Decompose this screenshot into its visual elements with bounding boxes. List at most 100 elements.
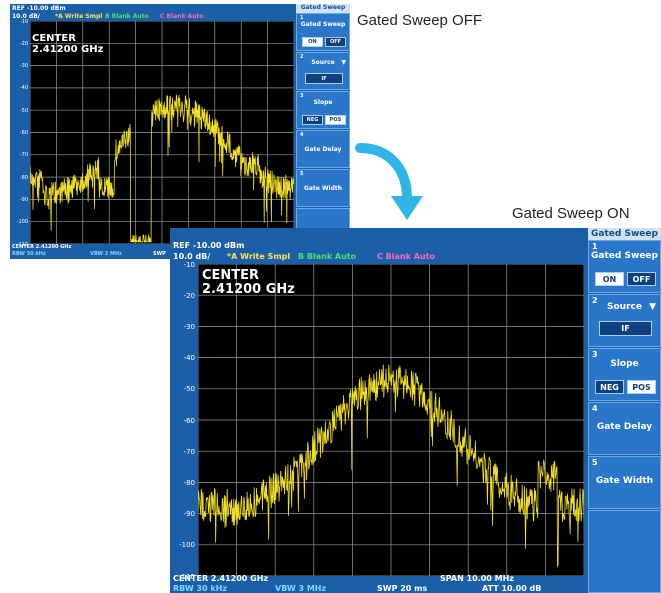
spectrum-plot-off xyxy=(30,21,294,244)
footer-att: ATT 10.00 dB xyxy=(482,584,542,593)
softkey-number: 3 xyxy=(592,350,598,359)
softkey-menu-title: Gated Sweep xyxy=(296,4,350,13)
spectrum-trace-on xyxy=(198,264,584,576)
y-tick-label: -20 xyxy=(183,291,195,300)
softkey-label: Gate Delay xyxy=(304,146,342,153)
softkey-number: 4 xyxy=(592,404,598,413)
caption-gated-sweep-on: Gated Sweep ON xyxy=(512,205,630,222)
y-tick-label: -110 xyxy=(179,572,195,581)
softkey-source[interactable]: 2 Source ▼ IF xyxy=(588,294,661,347)
softkey-source[interactable]: 2 Source ▼ IF xyxy=(296,52,350,90)
y-tick-label: -40 xyxy=(183,354,195,363)
center-freq-overlay: CENTER 2.41200 GHz xyxy=(202,268,295,297)
softkey-label: Gate Width xyxy=(595,476,654,486)
spectrum-trace-off xyxy=(30,21,294,244)
softkey-number: 4 xyxy=(300,132,304,138)
transition-arrow-icon xyxy=(355,143,423,220)
source-value[interactable]: IF xyxy=(599,321,652,336)
y-tick-label: -90 xyxy=(19,196,28,203)
softkey-gated-sweep[interactable]: 1 Gated Sweep ON OFF xyxy=(588,240,661,293)
trace-a-status: *A Write Smpl xyxy=(55,13,103,20)
softkey-label: Source xyxy=(311,59,335,66)
scale-readout: 10.0 dB/ xyxy=(173,252,211,261)
ref-level-readout: REF -10.00 dBm xyxy=(12,5,66,12)
gated-sweep-off-toggle[interactable]: OFF xyxy=(627,272,656,286)
footer-rbw: RBW 30 kHz xyxy=(173,584,228,593)
chevron-down-icon: ▼ xyxy=(649,302,656,312)
softkey-menu-title: Gated Sweep xyxy=(588,228,661,240)
chevron-down-icon: ▼ xyxy=(341,59,346,66)
y-tick-label: -80 xyxy=(183,478,195,487)
trace-a-status: *A Write Smpl xyxy=(227,252,291,261)
footer-swp: SWP 20 ms xyxy=(377,584,428,593)
y-tick-label: -60 xyxy=(19,130,28,136)
softkey-gate-width[interactable]: 5 Gate Width xyxy=(588,456,661,509)
y-tick-label: -100 xyxy=(179,541,195,550)
y-tick-label: -40 xyxy=(19,85,28,92)
y-tick-label: -10 xyxy=(19,18,28,25)
y-tick-label: -50 xyxy=(19,107,28,114)
y-tick-label: -70 xyxy=(19,152,28,159)
spectrum-trace-line xyxy=(30,94,294,244)
softkey-label: Gate Width xyxy=(303,185,343,192)
y-tick-label: -70 xyxy=(183,447,195,456)
gated-sweep-off-toggle[interactable]: OFF xyxy=(325,37,346,47)
analyzer-screen-off: REF -10.00 dBm 10.0 dB/ *A Write Smpl B … xyxy=(10,4,350,259)
y-tick-label: -100 xyxy=(16,219,28,226)
footer-center-freq: CENTER 2.41200 GHz xyxy=(173,574,269,583)
y-tick-label: -60 xyxy=(183,416,195,425)
softkey-number: 5 xyxy=(592,458,598,467)
slope-neg-toggle[interactable]: NEG xyxy=(595,380,624,394)
slope-pos-toggle[interactable]: POS xyxy=(325,115,346,125)
softkey-label: Source xyxy=(607,302,642,312)
softkey-label: Gate Delay xyxy=(596,422,653,432)
y-tick-label: -20 xyxy=(19,40,28,47)
slope-neg-toggle[interactable]: NEG xyxy=(302,115,323,125)
y-tick-label: -50 xyxy=(183,385,195,394)
softkey-number: 1 xyxy=(300,15,304,21)
trace-b-status: B Blank Auto xyxy=(105,13,149,20)
y-tick-label: -30 xyxy=(19,63,28,70)
trace-b-status: B Blank Auto xyxy=(298,252,357,261)
softkey-number: 5 xyxy=(300,171,304,177)
footer-swp: SWP xyxy=(153,251,166,257)
scale-readout: 10.0 dB/ xyxy=(12,13,40,20)
softkey-number: 2 xyxy=(592,296,598,305)
gated-sweep-on-toggle[interactable]: ON xyxy=(302,37,323,47)
y-tick-label: -80 xyxy=(19,174,28,181)
footer-span: SPAN 10.00 MHz xyxy=(440,574,514,583)
softkey-label: Gated Sweep xyxy=(591,251,658,261)
analyzer-screen-on: REF -10.00 dBm 10.0 dB/ *A Write Smpl B … xyxy=(170,228,661,593)
y-tick-label: -10 xyxy=(183,260,195,269)
center-freq-overlay: CENTER 2.41200 GHz xyxy=(32,33,104,55)
gated-sweep-on-toggle[interactable]: ON xyxy=(595,272,624,286)
footer-center-freq: CENTER 2.41200 GHz xyxy=(12,244,72,250)
trace-c-status: C Blank Auto xyxy=(377,252,435,261)
footer-vbw: VBW 3 MHz xyxy=(90,251,122,257)
softkey-label: Slope xyxy=(610,359,639,369)
softkey-number: 2 xyxy=(300,54,304,60)
y-tick-label: -110 xyxy=(16,241,28,248)
slope-pos-toggle[interactable]: POS xyxy=(627,380,656,394)
y-tick-label: -90 xyxy=(183,510,195,519)
softkey-number: 1 xyxy=(592,242,598,251)
softkey-label: Gated Sweep xyxy=(300,21,346,28)
softkey-slope[interactable]: 3 Slope NEG POS xyxy=(588,348,661,401)
softkey-gate-delay[interactable]: 4 Gate Delay xyxy=(588,402,661,455)
spectrum-plot-on xyxy=(198,264,584,576)
caption-gated-sweep-off: Gated Sweep OFF xyxy=(357,12,483,29)
ref-level-readout: REF -10.00 dBm xyxy=(173,241,245,250)
spectrum-trace-line xyxy=(198,364,584,568)
trace-c-status: C Blank Auto xyxy=(160,13,204,20)
y-tick-label: -30 xyxy=(183,322,195,331)
softkey-slope[interactable]: 3 Slope NEG POS xyxy=(296,91,350,129)
footer-vbw: VBW 3 MHz xyxy=(275,584,327,593)
softkey-number: 3 xyxy=(300,93,304,99)
source-value[interactable]: IF xyxy=(305,73,343,84)
softkey-label: Slope xyxy=(313,99,333,106)
footer-rbw: RBW 30 kHz xyxy=(12,251,46,257)
softkey-gated-sweep[interactable]: 1 Gated Sweep ON OFF xyxy=(296,13,350,51)
softkey-gate-delay[interactable]: 4 Gate Delay xyxy=(296,130,350,168)
softkey-blank xyxy=(588,510,661,593)
softkey-gate-width[interactable]: 5 Gate Width xyxy=(296,169,350,207)
